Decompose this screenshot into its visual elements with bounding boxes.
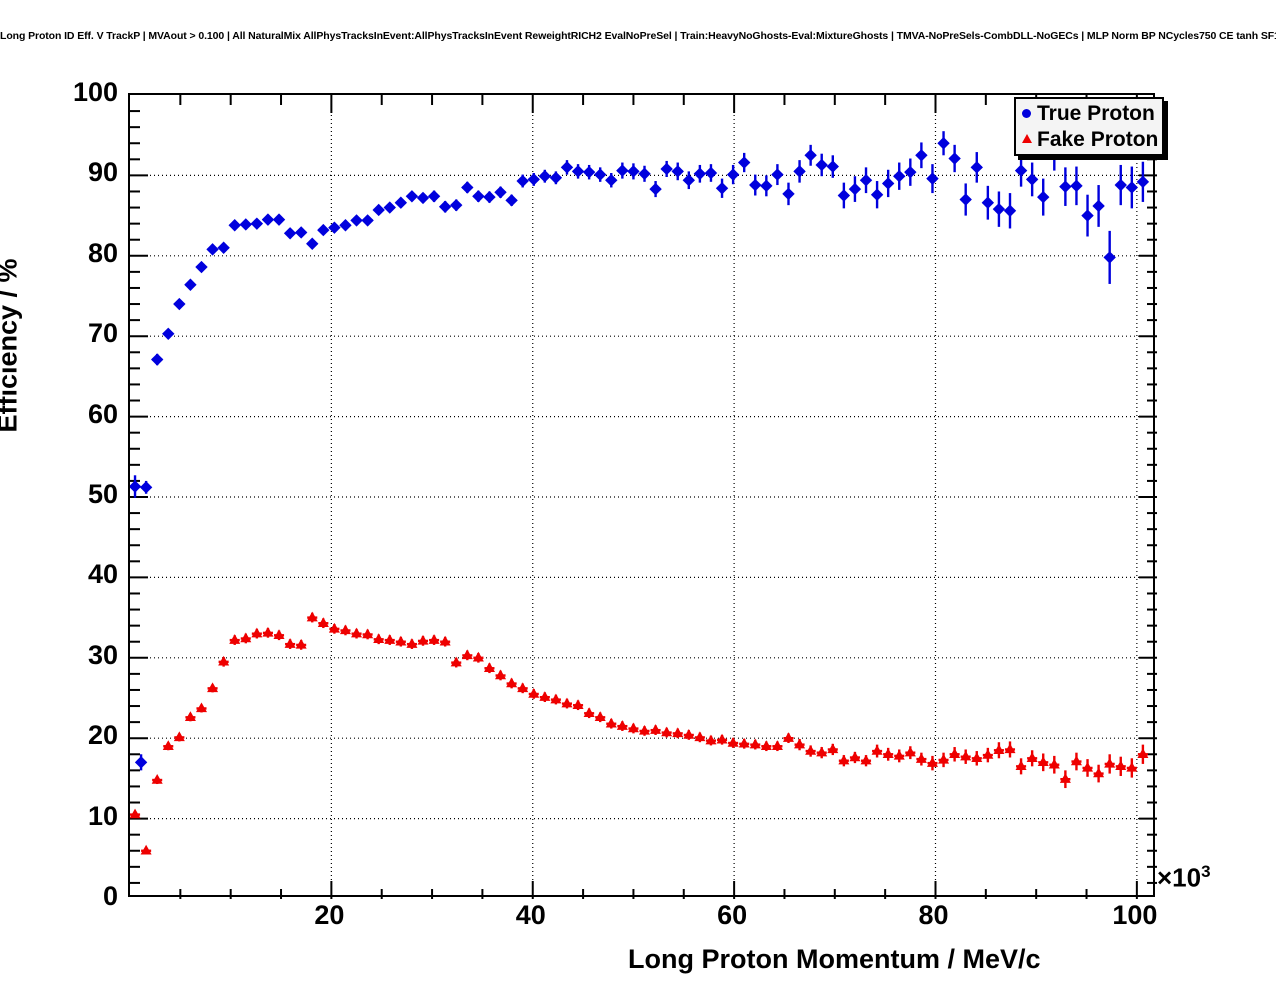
x-tick-label: 100 [1112,900,1158,930]
legend: True Proton Fake Proton [1014,97,1164,156]
plot-canvas [130,95,1157,899]
axis-ticks [130,95,1157,899]
x-axis-title: Long Proton Momentum / MeV/c [628,944,1041,974]
y-tick-label: 40 [87,559,118,590]
legend-label: Fake Proton [1037,127,1159,151]
x-tick-label: 20 [314,900,345,930]
plot-frame [128,93,1157,899]
y-tick-label: 10 [87,800,118,831]
y-tick-label: 0 [102,881,118,911]
triangle-marker-icon [1019,129,1037,149]
y-tick-label: 20 [87,720,118,751]
y-tick-label: 100 [72,77,118,107]
series-true-proton [130,131,1150,771]
series-fake-proton [130,611,1149,855]
x-axis-tick-labels: 20 40 60 80 100 [0,902,1276,942]
x-tick-label: 60 [717,900,748,930]
y-axis-title: Efficiency / % [0,258,23,433]
x-tick-label: 40 [515,900,546,930]
y-tick-label: 60 [87,398,118,429]
legend-label: True Proton [1037,101,1155,125]
x-axis-multiplier: ×103 [1157,862,1211,893]
legend-entry[interactable]: True Proton [1016,100,1162,126]
legend-entry[interactable]: Fake Proton [1016,126,1162,152]
y-tick-label: 70 [87,318,118,349]
y-tick-label: 80 [87,237,118,268]
y-axis-tick-labels: 0 10 20 30 40 50 60 70 80 90 100 [0,0,118,996]
y-tick-label: 90 [87,157,118,188]
grid-lines [130,95,1157,899]
plot-title: Long Proton ID Eff. V TrackP | MVAout > … [0,30,1276,42]
y-tick-label: 50 [87,479,118,509]
y-tick-label: 30 [87,639,118,670]
x-tick-label: 80 [918,900,949,930]
circle-marker-icon [1019,103,1037,123]
